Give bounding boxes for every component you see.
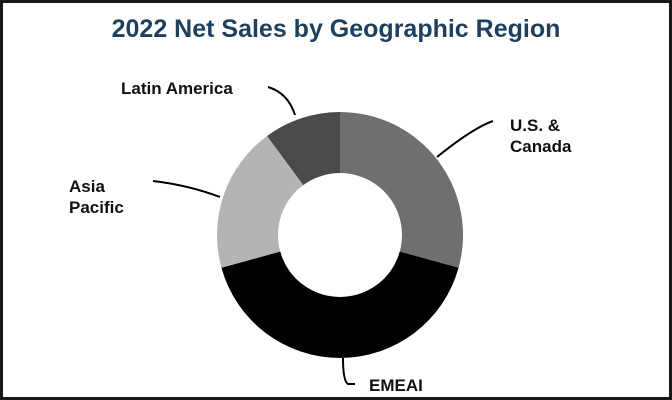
label-emeai: EMEAI <box>369 376 423 395</box>
donut-hole <box>278 173 402 297</box>
leader-line-latin-america <box>267 86 296 116</box>
leader-line-asia-pacific <box>152 180 221 198</box>
donut-chart <box>152 86 494 385</box>
chart-title: 2022 Net Sales by Geographic Region <box>111 15 561 43</box>
label-asia-pacific: Asia Pacific <box>69 177 124 217</box>
label-latin-america: Latin America <box>121 79 233 98</box>
label-us-canada: U.S. & Canada <box>510 116 572 156</box>
leader-line-us-canada <box>436 120 494 158</box>
leader-line-emeai <box>342 357 355 385</box>
